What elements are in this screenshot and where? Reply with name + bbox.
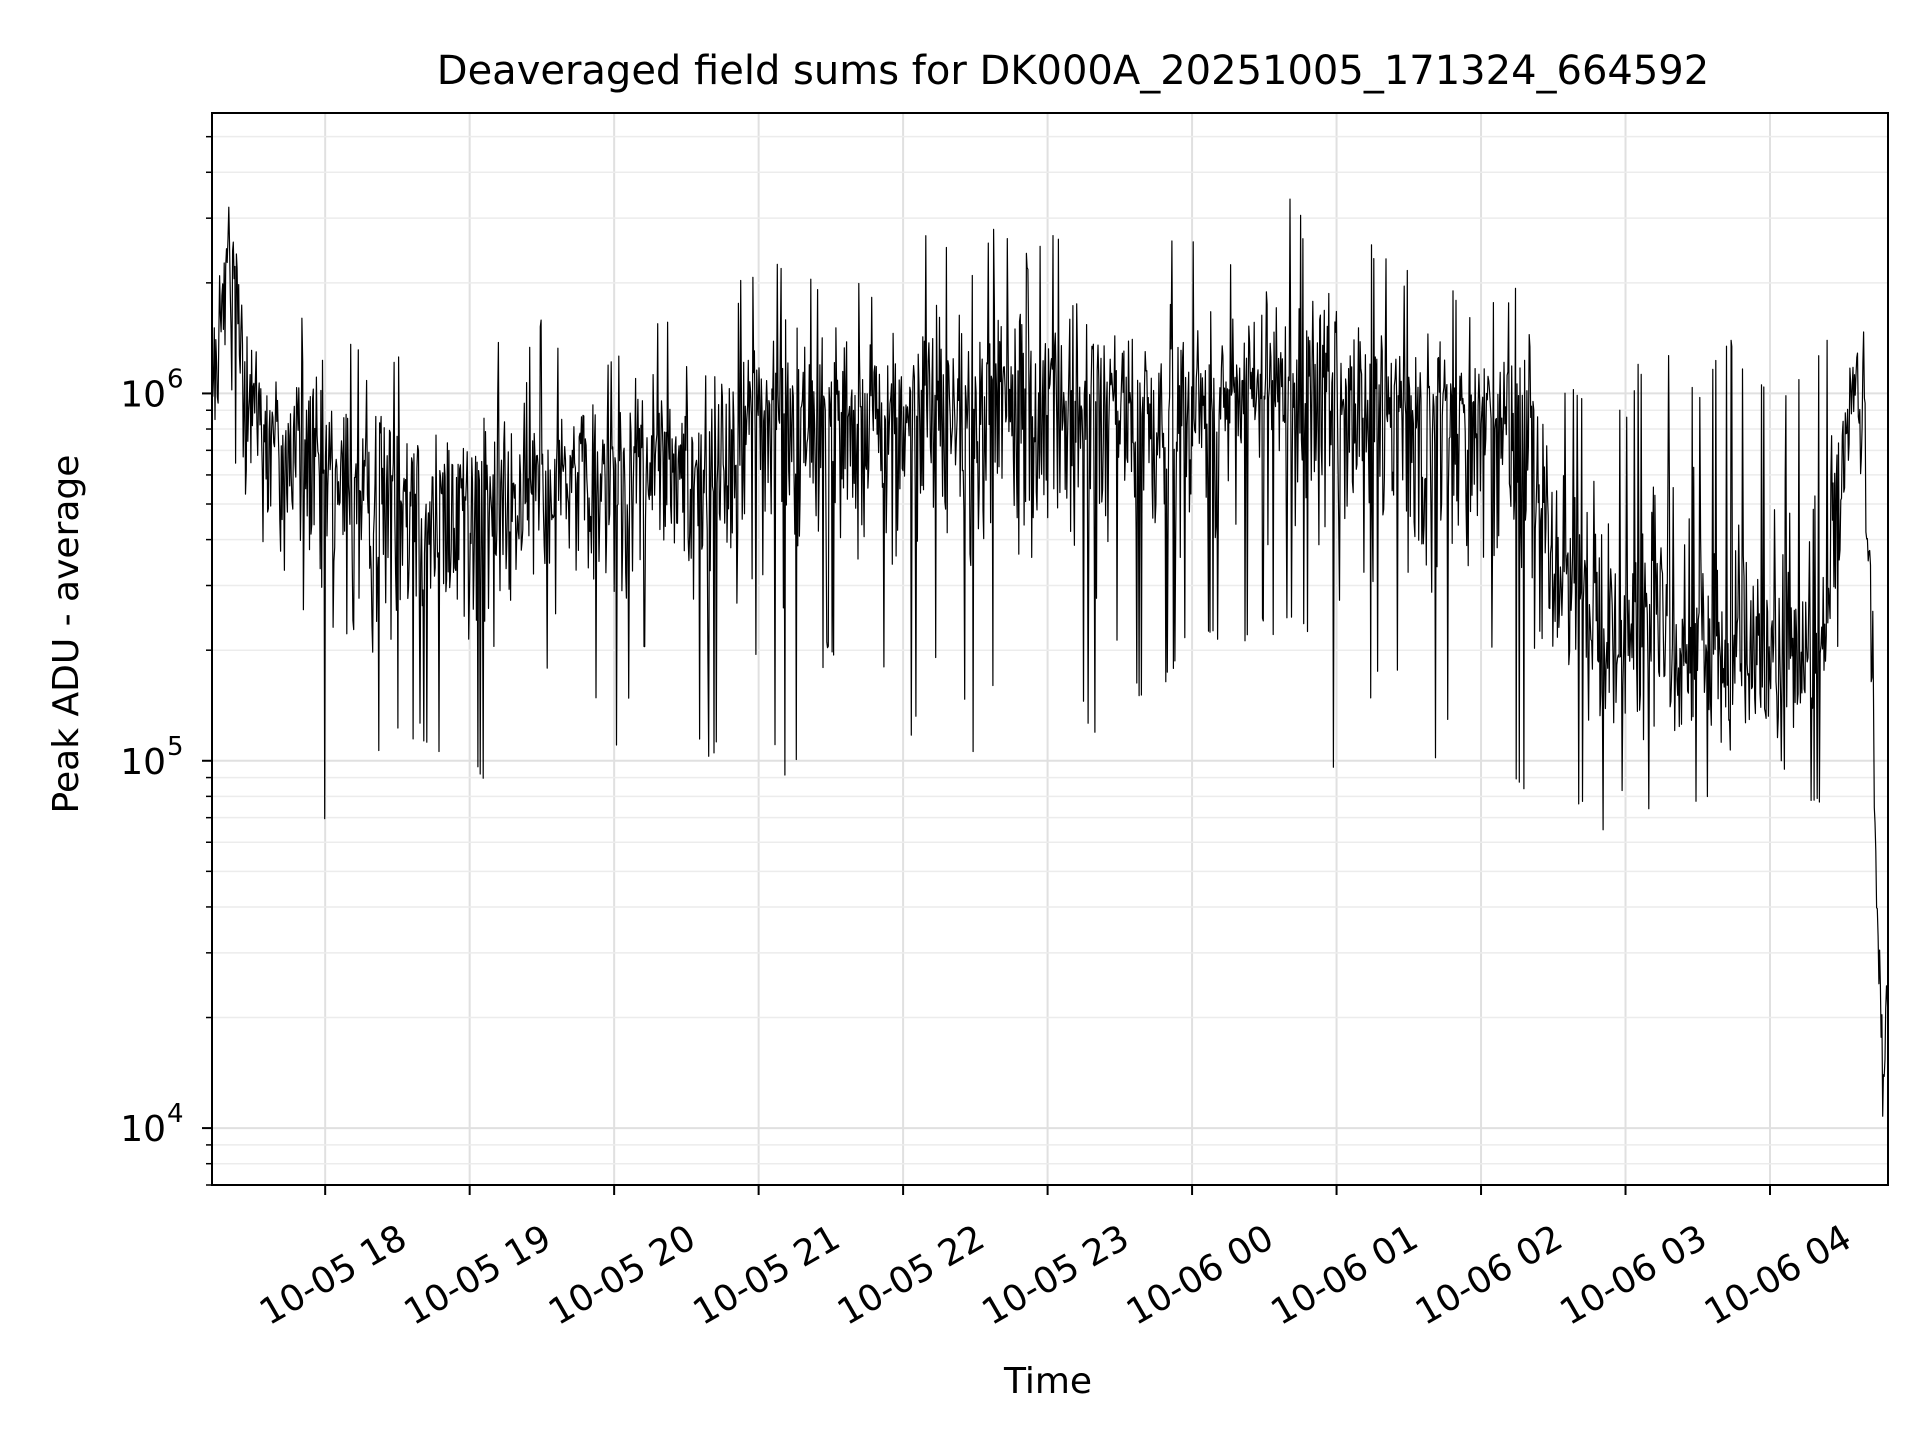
series-line [211,198,1889,1117]
y-tick-label: 10 [120,742,166,783]
y-axis-label: Peak ADU - average [46,455,87,814]
y-tick-label-exponent: 5 [167,732,184,762]
y-tick-label-exponent: 4 [167,1099,184,1129]
x-axis-label: Time [1003,1361,1092,1402]
y-tick-label-base: 10 [120,1109,166,1150]
y-tick-label: 10 [120,1109,166,1150]
y-tick-label-base: 10 [120,374,166,415]
grid-major [212,113,1888,1185]
y-tick-label: 10 [120,374,166,415]
series-layer [211,198,1889,1117]
y-tick-label-base: 10 [120,742,166,783]
chart-title: Deaveraged field sums for DK000A_2025100… [437,48,1709,94]
y-tick-label-exponent: 6 [167,364,184,394]
plot-frame [211,112,1889,1186]
